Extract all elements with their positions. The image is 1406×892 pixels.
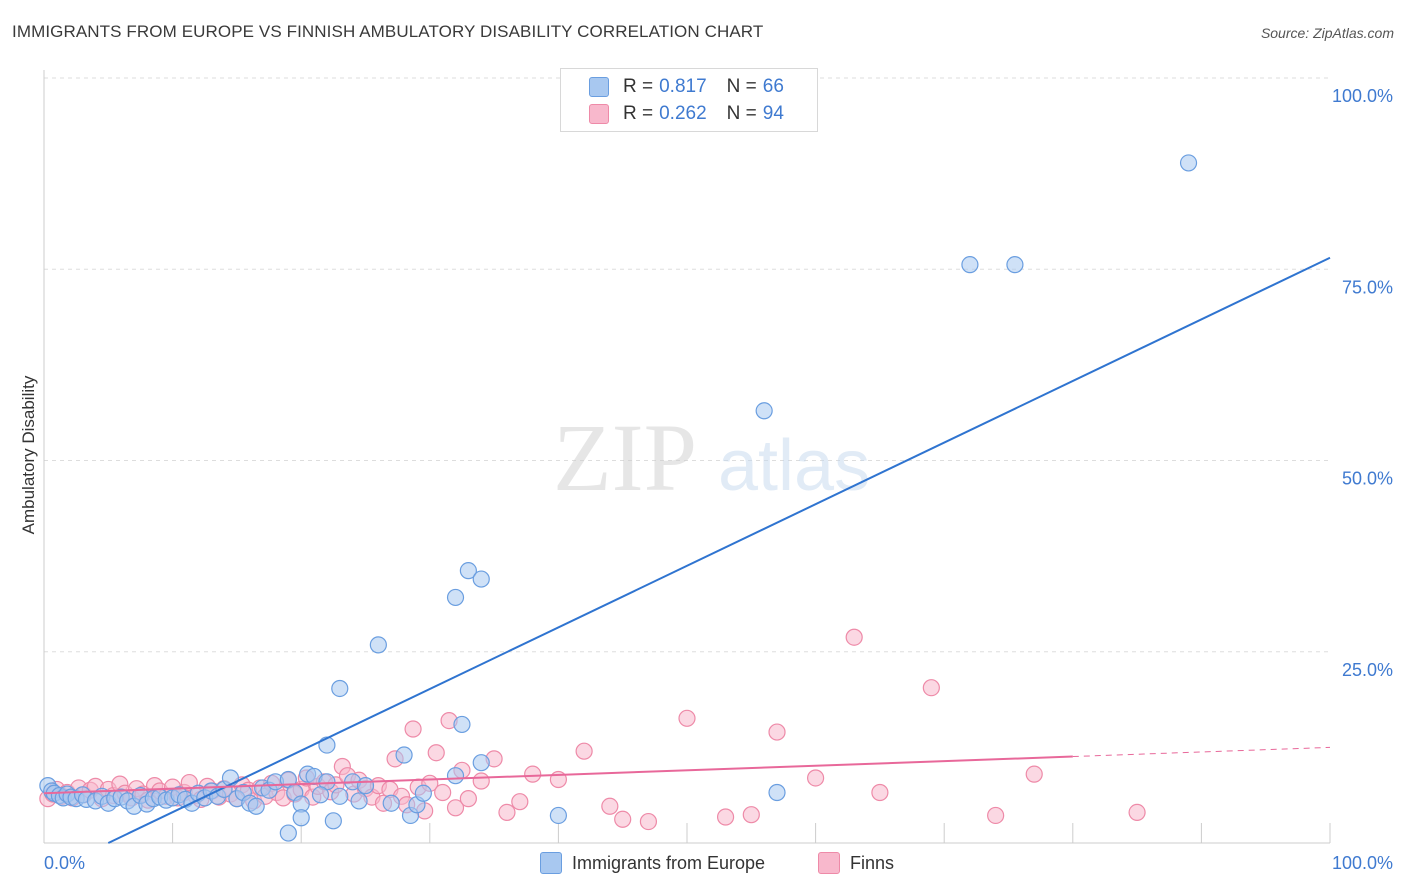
immigrants-point (356, 777, 375, 795)
immigrants-point (382, 794, 400, 812)
immigrants-point (350, 792, 368, 810)
finns-point (498, 803, 516, 822)
chart-title: IMMIGRANTS FROM EUROPE VS FINNISH AMBULA… (12, 22, 764, 41)
finns-point (511, 793, 529, 811)
legend-item-finns[interactable]: Finns (818, 852, 894, 874)
immigrants-point (318, 736, 336, 754)
y-tick-label: 25.0% (1342, 660, 1393, 680)
axis-layer (43, 70, 1330, 844)
immigrants-point (472, 570, 490, 588)
immigrants-point (324, 812, 342, 830)
legend-label-immigrants: Immigrants from Europe (572, 852, 766, 873)
n-value: 94 (762, 103, 784, 124)
immigrants-point (414, 784, 432, 802)
legend-swatch-immigrants (540, 852, 562, 874)
y-axis-label: Ambulatory Disability (19, 375, 38, 534)
watermark-atlas: atlas (718, 426, 870, 506)
finns-point (404, 720, 422, 738)
finns-point (575, 742, 593, 760)
trend-line-layer (43, 256, 1331, 844)
n-label: N = (726, 76, 757, 97)
n-value: 66 (762, 76, 784, 97)
watermark: ZIP atlas (553, 404, 870, 511)
n-label: N = (726, 103, 757, 124)
stats-row-finns: R = 0.262 N = 94 (589, 102, 784, 126)
immigrants-point (292, 809, 310, 827)
finns-point (871, 783, 889, 802)
swatch-immigrants (589, 77, 609, 97)
immigrants-point (446, 588, 465, 607)
immigrants-point (395, 746, 413, 764)
immigrants-point (446, 767, 465, 785)
stats-legend: R = 0.817 N = 66 R = 0.262 N = 94 (560, 68, 818, 132)
finns-trend-line-extension (1072, 746, 1331, 758)
immigrants-point (279, 824, 297, 842)
finns-point (601, 797, 619, 815)
source-label: Source: ZipAtlas.com (1260, 25, 1394, 41)
legend-swatch-finns (818, 852, 840, 874)
finns-point (614, 810, 632, 828)
immigrants-point (369, 636, 387, 654)
immigrants-point (331, 679, 349, 698)
watermark-zip: ZIP (553, 404, 697, 511)
legend-item-immigrants[interactable]: Immigrants from Europe (540, 852, 765, 874)
finns-point (1025, 765, 1043, 783)
swatch-finns (589, 104, 609, 124)
finns-point (716, 808, 735, 826)
x-tick-label-min: 0.0% (44, 853, 85, 873)
legend-label-finns: Finns (850, 852, 895, 873)
finns-point (639, 812, 658, 831)
finns-trend-line (43, 755, 1073, 795)
immigrants-point (331, 787, 349, 805)
finns-point (987, 806, 1005, 825)
x-tick-label-max: 100.0% (1332, 853, 1393, 873)
immigrants-point (1006, 256, 1024, 274)
r-label: R = (623, 103, 654, 124)
immigrants-point (459, 562, 477, 580)
finns-point (1128, 803, 1146, 822)
immigrants-point (472, 754, 490, 772)
immigrants-point (755, 402, 773, 420)
tick-label-layer: 25.0% 50.0% 75.0% 100.0% 0.0% 100.0% (44, 86, 1393, 873)
y-tick-label: 50.0% (1342, 469, 1393, 489)
y-tick-label: 75.0% (1342, 277, 1393, 297)
immigrants-point (1179, 154, 1198, 172)
finns-point (922, 679, 940, 697)
immigrants-point (549, 806, 568, 825)
finns-point (845, 628, 863, 646)
finns-point (446, 799, 465, 817)
finns-point (524, 765, 542, 783)
finns-point (472, 772, 490, 790)
finns-point (678, 709, 696, 727)
finns-point (427, 744, 445, 762)
finns-point (768, 723, 786, 741)
immigrants-trend-line (107, 256, 1331, 844)
finns-point (434, 783, 452, 802)
finns-point (742, 806, 760, 824)
stats-row-immigrants: R = 0.817 N = 66 (589, 75, 784, 99)
finns-point (806, 769, 825, 787)
immigrants-point (961, 256, 979, 274)
r-label: R = (623, 76, 654, 97)
immigrants-points (39, 154, 1198, 842)
finns-point (459, 790, 477, 808)
r-value: 0.817 (659, 76, 707, 97)
r-value: 0.262 (659, 103, 707, 124)
immigrants-point (453, 715, 471, 734)
immigrants-point (311, 786, 330, 804)
immigrants-point (768, 783, 786, 802)
immigrants-point (247, 797, 265, 815)
y-tick-label: 100.0% (1332, 86, 1393, 106)
